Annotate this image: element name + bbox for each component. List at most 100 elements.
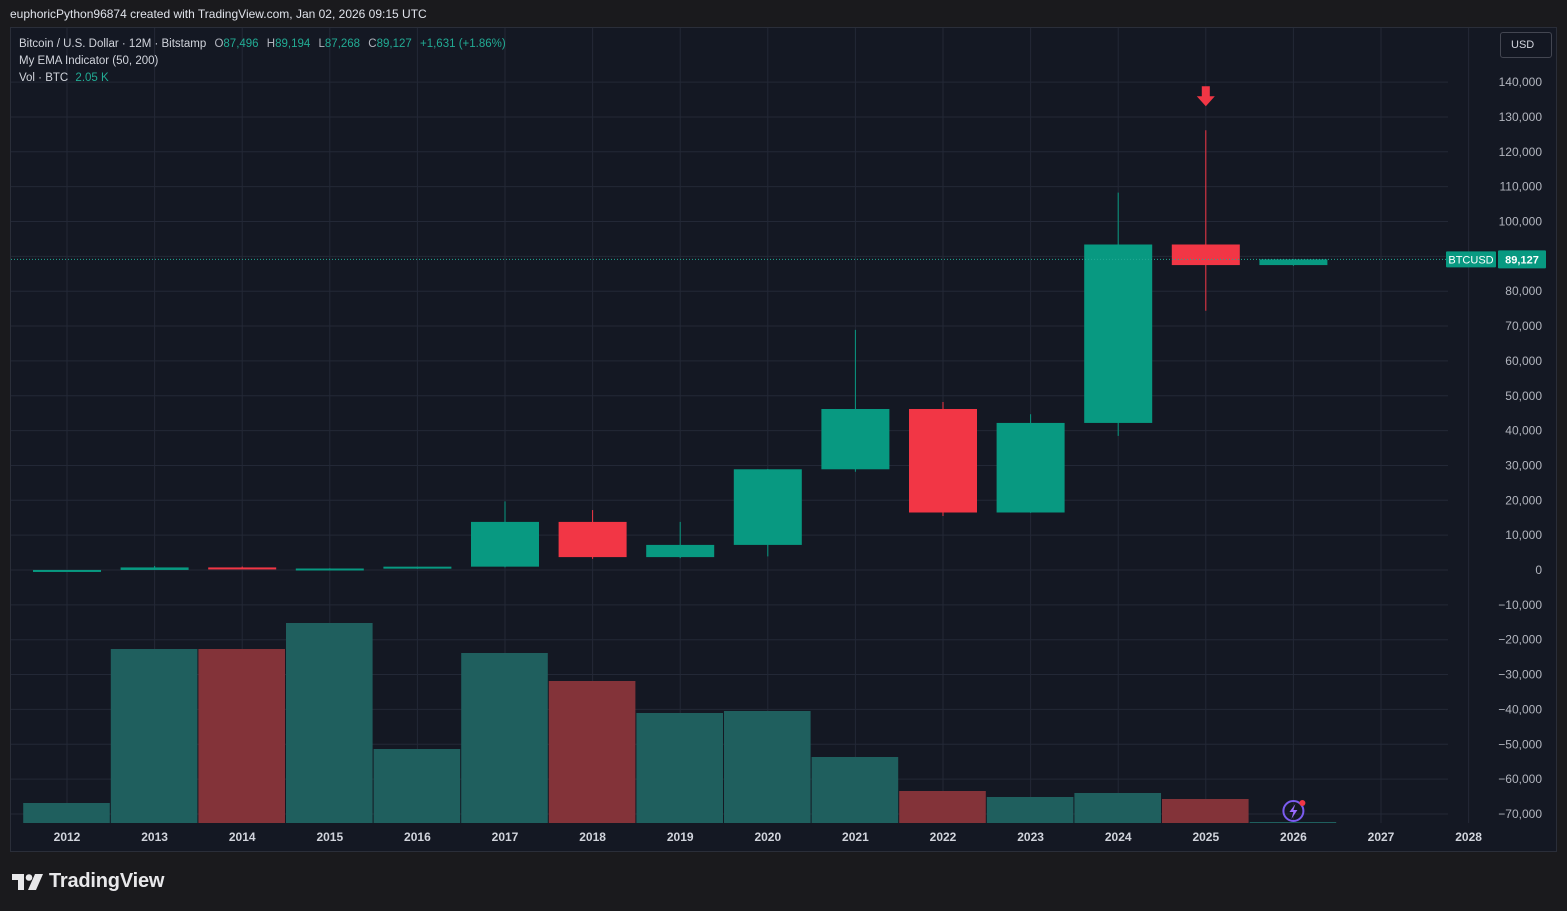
x-tick-label: 2026 xyxy=(1280,830,1307,844)
volume-bars xyxy=(23,623,1337,823)
price-axis: 140,000130,000120,000110,000100,00090,00… xyxy=(1498,75,1542,821)
down-arrow-icon xyxy=(1196,86,1215,107)
candlestick-chart[interactable]: 140,000130,000120,000110,000100,00090,00… xyxy=(11,28,1557,852)
x-tick-label: 2023 xyxy=(1017,830,1044,844)
y-tick-label: −50,000 xyxy=(1498,737,1542,751)
y-tick-label: −20,000 xyxy=(1498,633,1542,647)
volume-bar xyxy=(548,681,636,823)
x-tick-label: 2022 xyxy=(930,830,957,844)
x-tick-label: 2013 xyxy=(141,830,168,844)
x-tick-label: 2020 xyxy=(754,830,781,844)
y-tick-label: −60,000 xyxy=(1498,772,1542,786)
chart-legend: Bitcoin / U.S. Dollar · 12M · Bitstamp O… xyxy=(19,36,506,87)
y-tick-label: 110,000 xyxy=(1500,180,1543,194)
candle-body xyxy=(1259,259,1328,266)
x-tick-label: 2025 xyxy=(1192,830,1219,844)
x-tick-label: 2028 xyxy=(1455,830,1482,844)
x-tick-label: 2015 xyxy=(316,830,343,844)
candle-body xyxy=(558,521,627,558)
x-tick-label: 2018 xyxy=(579,830,606,844)
volume-label: Vol · BTC xyxy=(19,72,69,84)
change-value: +1,631 (+1.86%) xyxy=(420,38,506,50)
volume-bar xyxy=(1249,822,1337,823)
high-label: H xyxy=(266,38,276,50)
volume-bar xyxy=(986,797,1074,823)
y-tick-label: 20,000 xyxy=(1505,493,1542,507)
grid-lines xyxy=(11,28,1470,823)
y-tick-label: −10,000 xyxy=(1498,598,1542,612)
low-label: L xyxy=(318,38,325,50)
candle-body xyxy=(295,568,364,571)
y-tick-label: 120,000 xyxy=(1499,145,1543,159)
candles xyxy=(33,130,1328,572)
candle-body xyxy=(733,469,802,545)
y-tick-label: 70,000 xyxy=(1505,319,1542,333)
y-tick-label: 130,000 xyxy=(1499,110,1543,124)
indicator-row[interactable]: My EMA Indicator (50, 200) xyxy=(19,55,159,67)
tradingview-brand[interactable]: TradingView xyxy=(12,870,164,893)
candle-body xyxy=(821,408,890,470)
signal-markers xyxy=(1196,86,1215,107)
volume-row[interactable]: Vol · BTC 2.05 K xyxy=(19,70,506,87)
y-tick-label: 60,000 xyxy=(1505,354,1542,368)
replay-logo-ring xyxy=(1282,800,1305,822)
y-tick-label: 80,000 xyxy=(1505,284,1542,298)
open-value: 87,496 xyxy=(223,38,259,50)
candle-body xyxy=(646,544,715,558)
y-tick-label: −30,000 xyxy=(1498,668,1542,682)
y-tick-label: 10,000 xyxy=(1505,528,1542,542)
notification-dot xyxy=(1299,800,1306,806)
time-axis: 2012 2013 2014 2015 2016 2017 2018 2019 2020 2021… xyxy=(54,830,1483,844)
currency-button[interactable]: USD xyxy=(1500,32,1552,58)
tradingview-wordmark: TradingView xyxy=(49,870,165,892)
candle-body xyxy=(1084,244,1153,423)
candle-body xyxy=(120,567,189,570)
chart-panel[interactable]: 140,000130,000120,000110,000100,00090,00… xyxy=(10,27,1557,852)
tradingview-logo-icon xyxy=(12,873,43,890)
y-tick-label: −40,000 xyxy=(1498,702,1542,716)
replay-logo-icon xyxy=(1282,800,1306,822)
x-tick-label: 2024 xyxy=(1105,830,1132,844)
candle-body xyxy=(909,408,977,513)
candle-body xyxy=(471,521,539,567)
chart-caption: euphoricPython96874 created with Trading… xyxy=(10,7,427,21)
y-tick-label: −70,000 xyxy=(1498,807,1542,821)
candle-body xyxy=(208,567,277,570)
volume-bar xyxy=(373,749,461,823)
volume-value: 2.05 K xyxy=(75,72,109,84)
y-tick-label: 30,000 xyxy=(1505,458,1542,472)
price-tag-symbol-bg xyxy=(1446,251,1496,268)
candle-body xyxy=(996,422,1065,513)
x-tick-label: 2012 xyxy=(54,830,81,844)
close-value: 89,127 xyxy=(376,38,412,50)
volume-bar xyxy=(1162,799,1249,823)
open-label: O xyxy=(214,38,224,50)
price-tag: BTCUSD 89,127 xyxy=(1446,250,1546,269)
volume-bar xyxy=(23,803,110,823)
y-tick-label: 140,000 xyxy=(1499,75,1543,89)
close-label: C xyxy=(368,38,377,50)
price-tag-value: 89,127 xyxy=(1505,254,1539,266)
x-tick-label: 2027 xyxy=(1368,830,1395,844)
x-tick-label: 2021 xyxy=(842,830,869,844)
x-tick-label: 2014 xyxy=(229,830,256,844)
x-tick-label: 2019 xyxy=(667,830,694,844)
low-value: 87,268 xyxy=(324,38,361,50)
symbol-title[interactable]: Bitcoin / U.S. Dollar · 12M · Bitstamp xyxy=(19,38,207,50)
price-tag-symbol: BTCUSD xyxy=(1448,254,1493,266)
y-tick-label: 50,000 xyxy=(1505,389,1542,403)
volume-bar xyxy=(636,713,723,823)
y-tick-label: 100,000 xyxy=(1499,215,1543,229)
volume-bar xyxy=(1074,793,1161,823)
volume-bar xyxy=(110,649,198,823)
x-tick-label: 2016 xyxy=(404,830,431,844)
candle-body xyxy=(383,566,452,569)
volume-bar xyxy=(461,653,548,823)
symbol-row: Bitcoin / U.S. Dollar · 12M · Bitstamp O… xyxy=(19,36,506,53)
candle-body xyxy=(1171,244,1240,266)
price-tag-value-bg xyxy=(1498,250,1546,269)
volume-bar xyxy=(198,649,285,823)
candle-body xyxy=(33,569,101,572)
y-tick-label: 40,000 xyxy=(1505,424,1542,438)
volume-bar xyxy=(286,623,373,823)
